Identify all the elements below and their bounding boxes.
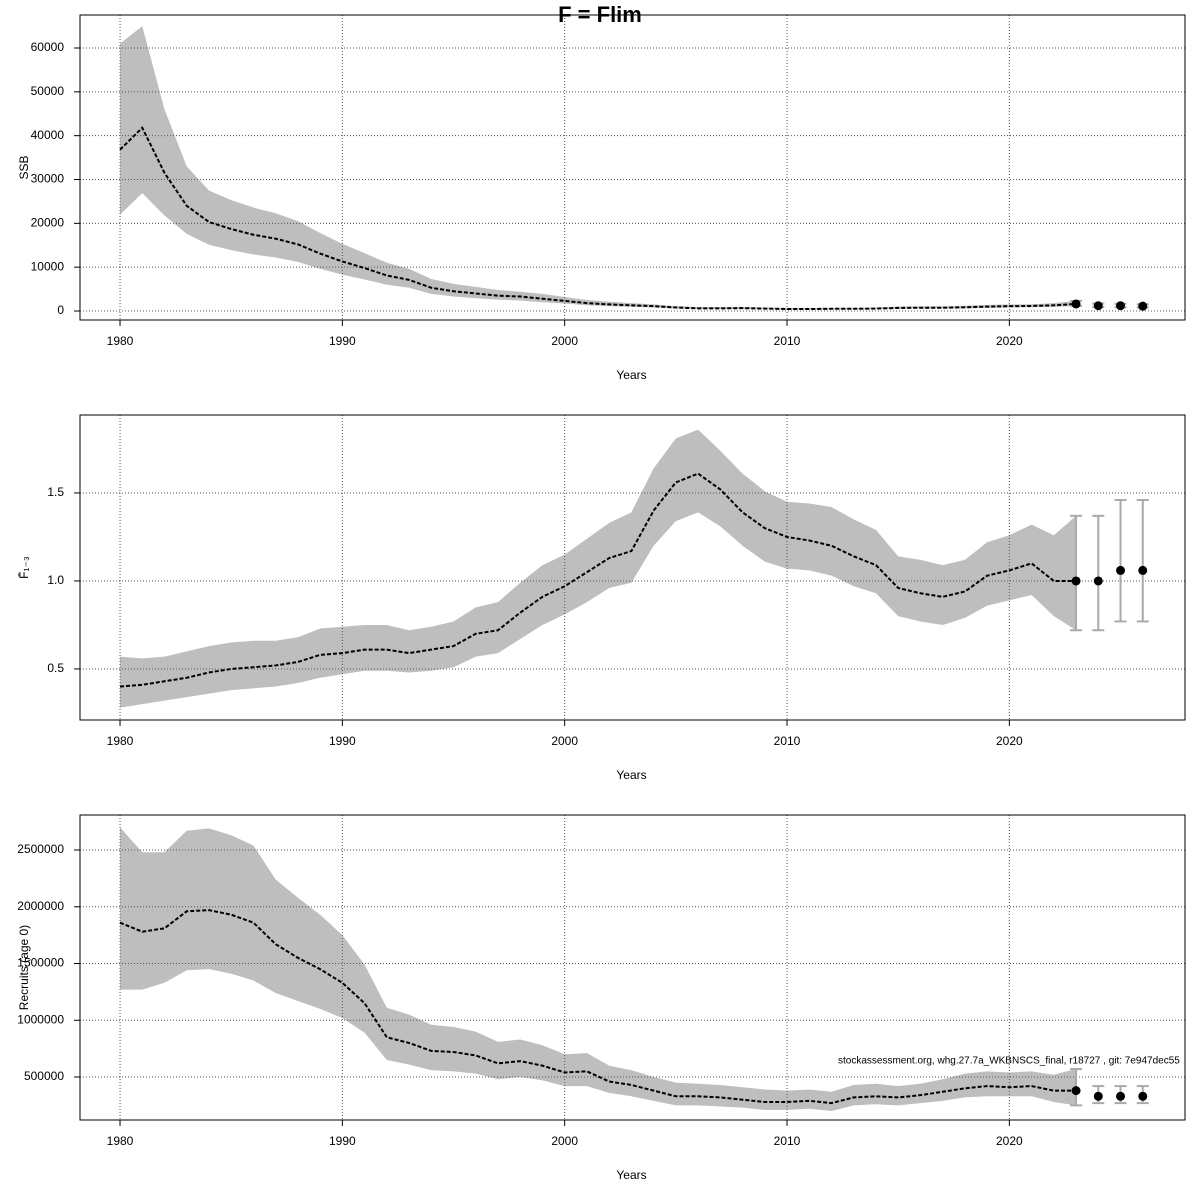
estimate-line bbox=[119, 126, 1077, 311]
y-axis-title: F̄₁₋₃ bbox=[17, 556, 31, 579]
forecast-point bbox=[1071, 576, 1081, 586]
x-tick-label: 1990 bbox=[329, 334, 356, 348]
x-tick-label: 1990 bbox=[329, 1134, 356, 1148]
y-tick-label: 2000000 bbox=[17, 899, 64, 913]
forecast-point bbox=[1138, 1091, 1148, 1101]
forecast-point bbox=[1093, 301, 1103, 311]
y-tick-label: 10000 bbox=[31, 259, 65, 273]
y-tick-label: 0.5 bbox=[47, 661, 64, 675]
y-tick-label: 50000 bbox=[31, 84, 65, 98]
y-tick-label: 1500000 bbox=[17, 956, 64, 970]
y-tick-label: 20000 bbox=[31, 216, 65, 230]
y-tick-label: 2500000 bbox=[17, 842, 64, 856]
x-tick-label: 2020 bbox=[996, 734, 1023, 748]
x-axis-title: Years bbox=[616, 1168, 646, 1182]
y-tick-label: 1.0 bbox=[47, 573, 64, 587]
x-tick-label: 1990 bbox=[329, 734, 356, 748]
chart-title: F = Flim bbox=[558, 2, 642, 27]
x-tick-label: 2020 bbox=[996, 334, 1023, 348]
x-tick-label: 2020 bbox=[996, 1134, 1023, 1148]
forecast-point bbox=[1116, 565, 1126, 575]
x-tick-label: 1980 bbox=[107, 1134, 134, 1148]
confidence-band bbox=[120, 429, 1077, 708]
forecast-point bbox=[1071, 1086, 1081, 1096]
y-tick-label: 500000 bbox=[24, 1069, 64, 1083]
x-tick-label: 2010 bbox=[774, 734, 801, 748]
estimate-line bbox=[119, 472, 1077, 688]
x-tick-label: 2010 bbox=[774, 334, 801, 348]
forecast-point bbox=[1116, 301, 1126, 311]
y-tick-label: 40000 bbox=[31, 128, 65, 142]
forecast-point bbox=[1071, 299, 1081, 309]
plot-frame bbox=[79, 414, 1186, 721]
y-axis-title: Recruits (age 0) bbox=[17, 925, 31, 1010]
annotation: stockassessment.org, whg.27.7a_WKBNSCS_f… bbox=[838, 1056, 1180, 1067]
y-tick-label: 1.5 bbox=[47, 485, 64, 499]
x-tick-label: 1980 bbox=[107, 334, 134, 348]
forecast-point bbox=[1138, 565, 1148, 575]
x-tick-label: 2000 bbox=[551, 1134, 578, 1148]
x-axis-title: Years bbox=[616, 768, 646, 782]
x-tick-label: 2010 bbox=[774, 1134, 801, 1148]
forecast-point bbox=[1138, 301, 1148, 311]
y-tick-label: 0 bbox=[57, 303, 64, 317]
plot-frame bbox=[79, 14, 1186, 321]
y-axis-title: SSB bbox=[17, 155, 31, 179]
x-tick-label: 2000 bbox=[551, 734, 578, 748]
forecast-point bbox=[1116, 1091, 1126, 1101]
y-tick-label: 1000000 bbox=[17, 1012, 64, 1026]
confidence-band bbox=[120, 827, 1077, 1112]
x-tick-label: 2000 bbox=[551, 334, 578, 348]
x-tick-label: 1980 bbox=[107, 734, 134, 748]
y-tick-label: 60000 bbox=[31, 40, 65, 54]
x-axis-title: Years bbox=[616, 368, 646, 382]
y-tick-label: 30000 bbox=[31, 172, 65, 186]
forecast-point bbox=[1093, 576, 1103, 586]
forecast-point bbox=[1093, 1091, 1103, 1101]
plot-frame bbox=[79, 814, 1186, 1121]
